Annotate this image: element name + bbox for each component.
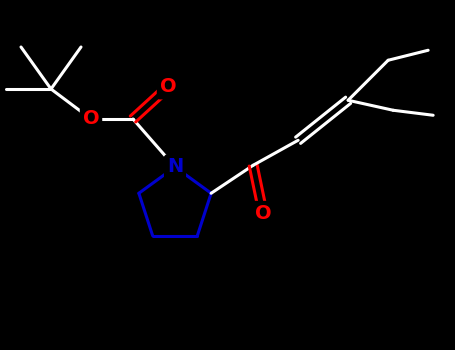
Text: O: O [160, 77, 177, 97]
Text: N: N [167, 158, 183, 176]
Text: O: O [255, 204, 272, 223]
Text: O: O [83, 110, 99, 128]
